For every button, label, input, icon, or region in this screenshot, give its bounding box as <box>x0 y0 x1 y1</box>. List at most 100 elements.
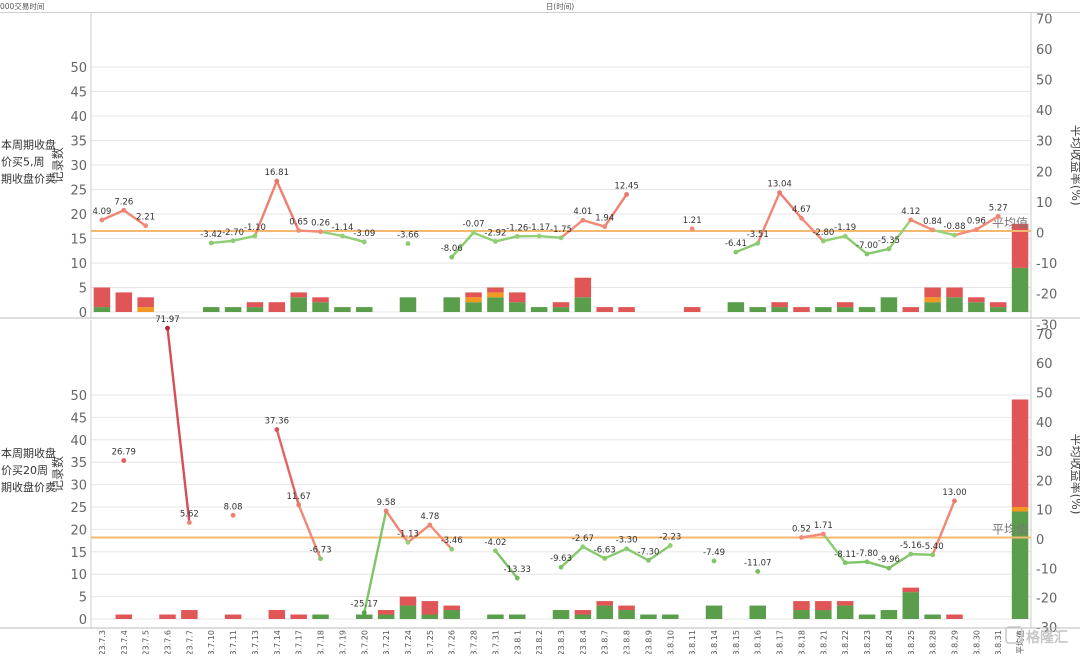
return-data-label: -2.70 <box>222 228 244 238</box>
right-tick-label: 30 <box>1036 445 1053 460</box>
x-tick-label: 23.8.14 <box>710 630 719 654</box>
x-tick-label: 23.8.7 <box>601 630 610 654</box>
x-tick-label: 23.7.11 <box>229 630 238 654</box>
return-data-label: -3.46 <box>441 536 463 546</box>
bar-down <box>509 302 525 312</box>
return-data-label: -2.23 <box>659 533 681 543</box>
bar-down <box>443 610 460 619</box>
x-tick-label: 23.8.9 <box>644 630 653 654</box>
return-data-label: -1.17 <box>528 223 550 233</box>
bar-down <box>903 592 920 619</box>
return-point <box>887 246 892 251</box>
return-point <box>755 569 760 574</box>
left-tick-label: 20 <box>70 523 87 538</box>
return-data-label: 71.97 <box>155 315 179 325</box>
return-point <box>624 546 629 551</box>
return-data-label: 0.65 <box>289 218 308 228</box>
right-tick-label: 50 <box>1036 387 1053 402</box>
return-point <box>865 559 870 564</box>
return-point <box>515 576 520 581</box>
return-point <box>121 458 126 463</box>
x-tick-label: 23.7.5 <box>142 630 151 654</box>
bar-down <box>400 606 417 619</box>
bar-up <box>575 610 592 614</box>
return-data-label: 9.58 <box>377 498 396 508</box>
return-data-label: -1.19 <box>834 223 856 233</box>
bar-down <box>247 307 264 312</box>
x-tick-label: 23.8.8 <box>623 630 632 654</box>
x-tick-label: 23.7.24 <box>404 630 413 654</box>
return-data-label: 12.45 <box>614 181 638 191</box>
bar-up <box>596 601 613 605</box>
return-point <box>843 560 848 565</box>
bar-up <box>771 302 788 307</box>
return-point <box>996 214 1001 219</box>
x-tick-label: 23.8.31 <box>994 630 1003 654</box>
bar-down <box>356 615 373 619</box>
x-tick-label: 23.7.28 <box>470 630 479 654</box>
return-point <box>493 239 498 244</box>
return-point <box>843 234 848 239</box>
return-data-label: 7.26 <box>114 197 133 207</box>
row-label: 期收盘价卖 <box>1 171 56 185</box>
return-point <box>143 223 148 228</box>
row-label: 本周期收盘 <box>1 137 56 151</box>
return-data-label: -5.16 <box>900 541 922 551</box>
return-point <box>865 252 870 257</box>
x-tick-label: 23.8.17 <box>776 630 785 654</box>
return-point <box>274 427 279 432</box>
right-tick-label: 40 <box>1036 104 1053 119</box>
left-tick-label: 35 <box>70 456 87 471</box>
return-data-label: -5.35 <box>878 236 900 246</box>
bar-down <box>837 606 854 619</box>
bar-up <box>312 297 329 302</box>
bar-down <box>618 610 635 619</box>
bar-up <box>968 297 985 302</box>
return-data-label: -8.06 <box>441 244 463 254</box>
return-point <box>121 208 126 213</box>
bar-up <box>990 302 1007 307</box>
return-point <box>406 540 411 545</box>
left-tick-label: 5 <box>79 282 87 297</box>
x-tick-label: 23.8.28 <box>929 630 938 654</box>
header-center-label: 日(时间) <box>546 1 574 11</box>
bar-down <box>881 297 898 312</box>
return-point <box>559 565 564 570</box>
return-point <box>624 192 629 197</box>
return-data-label: -7.00 <box>856 241 878 251</box>
bar-down <box>443 297 460 312</box>
return-data-label: -3.42 <box>200 230 222 240</box>
return-point <box>930 228 935 233</box>
bar-flat <box>924 297 941 302</box>
left-tick-label: 15 <box>70 546 87 561</box>
bar-down <box>465 302 482 312</box>
return-point <box>231 513 236 518</box>
bar-flat <box>137 307 154 312</box>
right-tick-label: -10 <box>1036 562 1057 577</box>
bar-up <box>116 292 133 312</box>
return-data-label: 0.26 <box>311 219 330 229</box>
left-tick-label: 15 <box>70 233 87 248</box>
return-point <box>602 224 607 229</box>
right-tick-label: 10 <box>1036 504 1053 519</box>
bar-up <box>924 288 941 298</box>
bar-down <box>312 302 329 312</box>
bar-down <box>422 615 439 619</box>
return-point <box>755 241 760 246</box>
return-data-label: -2.80 <box>812 228 834 238</box>
right-tick-label: 0 <box>1036 227 1044 242</box>
return-point <box>515 234 520 239</box>
bar-down <box>334 307 351 312</box>
bar-up <box>269 302 286 312</box>
bar-up <box>422 601 439 614</box>
return-point <box>362 610 367 615</box>
return-point <box>580 544 585 549</box>
return-data-label: -5.40 <box>922 542 944 552</box>
bar-down <box>859 307 876 312</box>
return-point <box>384 509 389 514</box>
return-data-label: 37.36 <box>265 417 289 427</box>
x-tick-label: 23.8.18 <box>797 630 806 654</box>
return-data-label: -1.26 <box>506 223 528 233</box>
return-data-label: -6.63 <box>594 545 616 555</box>
bar-down <box>203 307 220 312</box>
